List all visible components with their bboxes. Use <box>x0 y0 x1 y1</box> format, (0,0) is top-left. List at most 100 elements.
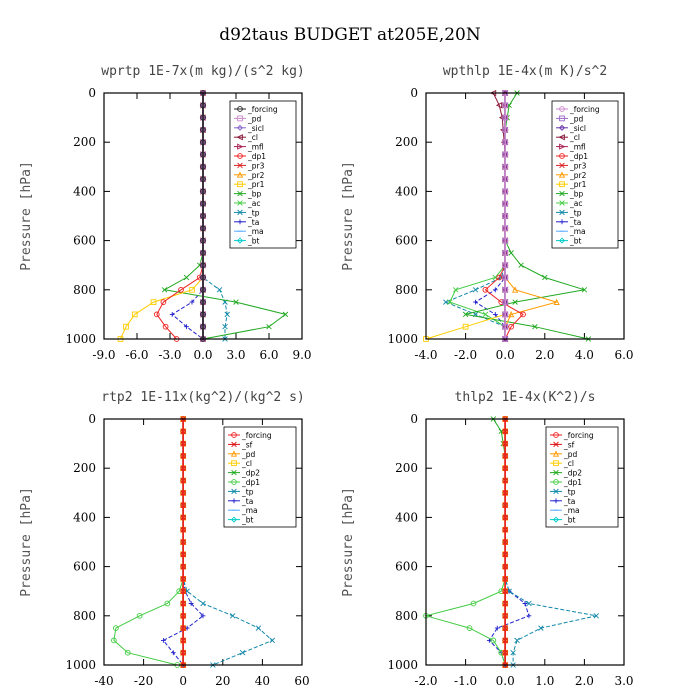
data-point-forcing <box>200 323 206 330</box>
legend-label: _pr3 <box>247 161 265 170</box>
data-point-forcing <box>200 262 206 269</box>
data-point-bp <box>233 299 239 305</box>
legend-item: _sicl <box>234 124 264 133</box>
legend-item: _cl <box>556 133 580 142</box>
legend-marker <box>231 460 237 467</box>
x-tick-label: 0 <box>179 674 187 688</box>
legend-label: _pr2 <box>247 171 265 180</box>
legend-label: _pr3 <box>569 161 587 170</box>
legend-item: _pd <box>234 114 262 123</box>
legend-marker <box>237 181 243 188</box>
data-point-forcing <box>502 477 509 484</box>
data-point-forcing <box>200 102 206 109</box>
legend-marker <box>236 237 244 244</box>
legend-item: _mfl <box>556 143 586 152</box>
data-point-dp1 <box>508 323 514 330</box>
y-tick-label: 400 <box>395 510 418 524</box>
data-point-tp <box>514 637 520 644</box>
y-tick-label: 1000 <box>387 658 418 672</box>
data-point-tp <box>239 649 246 656</box>
legend-marker <box>553 432 559 438</box>
legend-item: _ta <box>556 218 581 227</box>
x-tick-label: -3.0 <box>158 348 181 362</box>
legend-label: _pd <box>241 450 256 459</box>
y-tick-label: 600 <box>395 234 418 248</box>
data-point-forcing <box>180 612 187 619</box>
legend-item: _pd <box>550 450 578 459</box>
panel-4: thlp2 1E-4x(K^2)/s Pressure [hPa] -2.0 -1.0… <box>341 390 634 688</box>
data-point-ta <box>200 613 206 619</box>
data-point-forcing <box>502 213 509 219</box>
legend-label: _sicl <box>247 124 264 133</box>
legend: _forcing_sf_pd_cl_dp2_dp1_tp_ta_ma_bt <box>545 426 619 528</box>
legend-label: _dp1 <box>247 152 266 161</box>
legend-label: _tp <box>247 208 260 217</box>
data-point-bp <box>282 311 289 318</box>
x-tick-label: 3.0 <box>614 674 633 688</box>
legend-marker <box>553 488 559 495</box>
data-point-ta <box>492 287 498 293</box>
legend-label: _bt <box>247 237 260 246</box>
legend-marker <box>559 209 565 216</box>
legend-marker <box>559 115 565 122</box>
legend-marker <box>552 516 560 523</box>
y-tick-label: 800 <box>395 283 418 297</box>
x-tick-label: -4.0 <box>414 348 437 362</box>
legend-marker <box>558 171 566 178</box>
legend-marker <box>559 153 565 159</box>
data-point-forcing <box>502 625 509 631</box>
legend-item: _dp1 <box>556 152 588 161</box>
y-tick-label: 1000 <box>65 658 96 672</box>
legend-marker <box>231 479 237 485</box>
data-point-bp <box>462 311 469 318</box>
x-tick-label: -20 <box>134 674 153 688</box>
y-tick-label: 600 <box>395 560 418 574</box>
data-point-forcing <box>180 539 187 545</box>
data-point-forcing <box>502 311 509 318</box>
y-tick-label: 600 <box>73 234 96 248</box>
legend-item: _forcing <box>556 105 600 114</box>
y-tick-label: 800 <box>73 283 96 297</box>
legend-label: _tp <box>241 487 254 496</box>
data-point-dp1 <box>162 323 169 330</box>
data-point-forcing <box>180 453 187 459</box>
legend-marker <box>230 450 238 457</box>
legend-label: _forcing <box>247 105 278 114</box>
legend-label: _cl <box>563 459 574 468</box>
data-point-ta <box>161 638 166 643</box>
legend-marker <box>230 516 238 523</box>
series-forcing <box>180 416 187 668</box>
x-tick-label: 0.0 <box>193 348 212 362</box>
legend-marker <box>552 450 560 457</box>
legend-label: _ta <box>241 497 253 506</box>
legend-label: _ta <box>247 218 259 227</box>
legend-item: _dp2 <box>228 469 260 478</box>
data-point-ta <box>526 613 532 619</box>
data-point-forcing <box>502 286 509 293</box>
y-tick-label: 1000 <box>387 332 418 346</box>
data-point-tp <box>526 600 532 607</box>
data-point-bp <box>183 274 190 281</box>
legend-marker <box>231 488 237 495</box>
data-point-forcing <box>502 502 509 508</box>
data-point-pr1 <box>123 323 129 330</box>
legend-marker <box>553 498 559 504</box>
y-tick-label: 400 <box>73 184 96 198</box>
data-point-forcing <box>200 127 206 133</box>
legend-marker <box>553 460 559 467</box>
data-point-forcing <box>502 526 509 533</box>
legend-item: _forcing <box>234 105 278 114</box>
legend-marker <box>236 134 243 141</box>
legend-item: _ma <box>556 227 586 236</box>
legend-marker <box>231 432 237 438</box>
data-point-tp <box>222 323 228 330</box>
data-point-forcing <box>502 428 509 435</box>
y-axis-label: Pressure [hPa] <box>341 161 356 271</box>
legend-item: _bp <box>234 190 262 199</box>
legend-label: _pr1 <box>247 180 265 189</box>
y-tick-label: 200 <box>73 461 96 475</box>
x-tick-label: 6.0 <box>259 348 278 362</box>
data-point-tp <box>538 625 544 631</box>
legend-item: _bt <box>228 516 254 525</box>
series-line-dp1 <box>424 419 506 666</box>
